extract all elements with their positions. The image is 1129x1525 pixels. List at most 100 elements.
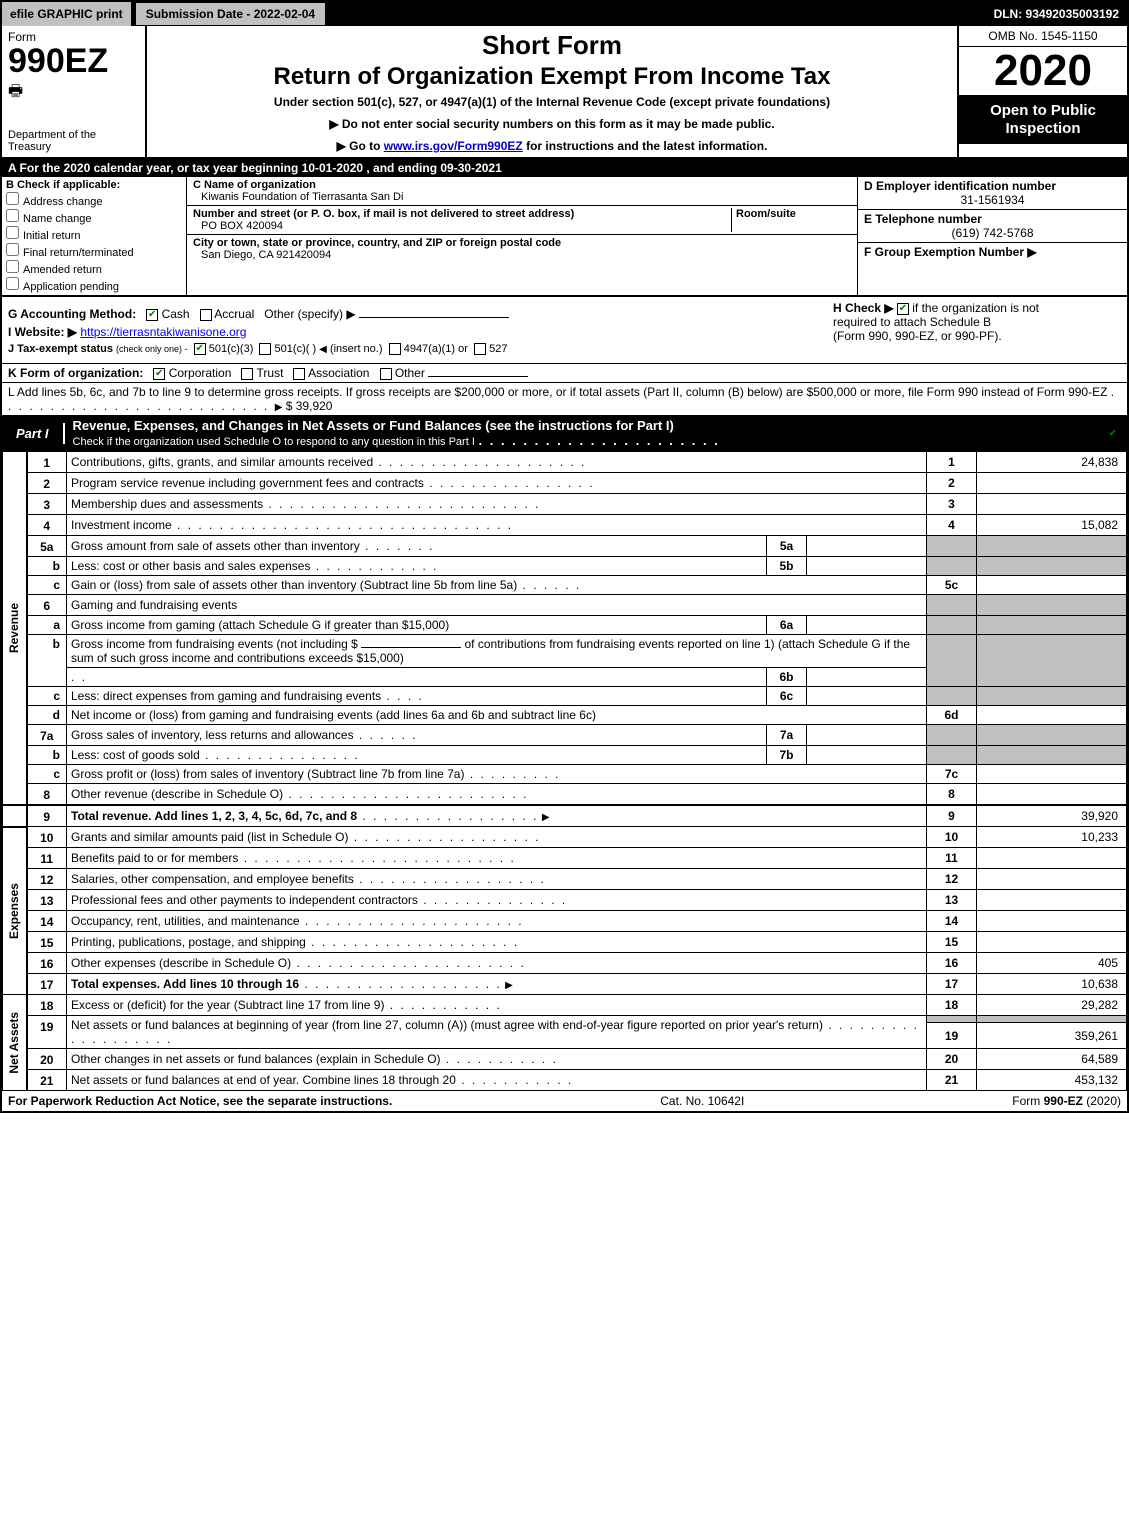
section-h-line2: required to attach Schedule B bbox=[833, 315, 1121, 329]
line-20-coln: 20 bbox=[927, 1049, 977, 1070]
line-6b-desc1: Gross income from fundraising events (no… bbox=[67, 635, 927, 668]
chk-application-pending-box[interactable] bbox=[6, 277, 19, 290]
line-6b-subn: 6b bbox=[767, 668, 807, 687]
line-4-desc: Investment income . . . . . . . . . . . … bbox=[67, 515, 927, 536]
line-18-num: 18 bbox=[27, 995, 67, 1016]
irs-link[interactable]: www.irs.gov/Form990EZ bbox=[384, 139, 523, 153]
chk-527[interactable] bbox=[474, 343, 486, 355]
line-16-value: 405 bbox=[977, 953, 1127, 974]
omb-number: OMB No. 1545-1150 bbox=[959, 26, 1127, 47]
page-footer: For Paperwork Reduction Act Notice, see … bbox=[2, 1091, 1127, 1111]
form-number: 990EZ bbox=[8, 44, 139, 78]
efile-print-button[interactable]: efile GRAPHIC print bbox=[2, 2, 131, 26]
open-to-public: Open to Public Inspection bbox=[959, 96, 1127, 144]
line-7a-greyn bbox=[927, 725, 977, 746]
goto-pre: ▶ Go to bbox=[337, 139, 384, 153]
line-10-desc: Grants and similar amounts paid (list in… bbox=[67, 827, 927, 848]
revenue-vlabel: Revenue bbox=[3, 452, 27, 806]
association-label: Association bbox=[308, 366, 369, 380]
chk-association[interactable] bbox=[293, 368, 305, 380]
line-6b-desc2: . . bbox=[67, 668, 767, 687]
line-2-desc: Program service revenue including govern… bbox=[67, 473, 927, 494]
other-org-input[interactable] bbox=[428, 376, 528, 377]
section-l: L Add lines 5b, 6c, and 7b to line 9 to … bbox=[2, 383, 1127, 415]
line-12-coln: 12 bbox=[927, 869, 977, 890]
other-specify-input[interactable] bbox=[359, 317, 509, 318]
line-9-desc: Total revenue. Add lines 1, 2, 3, 4, 5c,… bbox=[67, 805, 927, 827]
section-l-text: L Add lines 5b, 6c, and 7b to line 9 to … bbox=[8, 385, 1107, 399]
line-4-coln: 4 bbox=[927, 515, 977, 536]
chk-corporation[interactable] bbox=[153, 368, 165, 380]
line-13-value bbox=[977, 890, 1127, 911]
line-7a-subn: 7a bbox=[767, 725, 807, 746]
line-3-value bbox=[977, 494, 1127, 515]
line-3-num: 3 bbox=[27, 494, 67, 515]
line-6c-subn: 6c bbox=[767, 687, 807, 706]
line-6c-greyv bbox=[977, 687, 1127, 706]
part-1-checkbox[interactable] bbox=[1107, 426, 1127, 440]
chk-name-change[interactable]: Name change bbox=[6, 209, 182, 225]
4947-label: 4947(a)(1) or bbox=[404, 343, 468, 355]
527-label: 527 bbox=[489, 343, 507, 355]
footer-right: Form 990-EZ (2020) bbox=[1012, 1094, 1121, 1108]
line-7a-desc: Gross sales of inventory, less returns a… bbox=[67, 725, 767, 746]
chk-501c[interactable] bbox=[259, 343, 271, 355]
chk-accrual[interactable] bbox=[200, 309, 212, 321]
form-header: Form 990EZ 🖶 Department of the Treasury … bbox=[2, 26, 1127, 159]
ein-label: D Employer identification number bbox=[864, 179, 1121, 193]
chk-address-change[interactable]: Address change bbox=[6, 192, 182, 208]
line-20-value: 64,589 bbox=[977, 1049, 1127, 1070]
part-1-header: Part I Revenue, Expenses, and Changes in… bbox=[2, 415, 1127, 451]
line-20-desc: Other changes in net assets or fund bala… bbox=[67, 1049, 927, 1070]
line-7b-greyn bbox=[927, 746, 977, 765]
line-6d-num: d bbox=[27, 706, 67, 725]
website-link[interactable]: https://tierrasntakiwanisone.org bbox=[80, 325, 246, 339]
part-1-check-text: Check if the organization used Schedule … bbox=[73, 436, 475, 448]
line-18-coln: 18 bbox=[927, 995, 977, 1016]
section-k-label: K Form of organization: bbox=[8, 366, 143, 380]
line-6a-subn: 6a bbox=[767, 616, 807, 635]
chk-final-return[interactable]: Final return/terminated bbox=[6, 243, 182, 259]
chk-4947[interactable] bbox=[389, 343, 401, 355]
chk-cash[interactable] bbox=[146, 309, 158, 321]
arrow-icon bbox=[275, 399, 283, 413]
line-2-coln: 2 bbox=[927, 473, 977, 494]
printer-icon: 🖶 bbox=[8, 80, 139, 107]
chk-other-org[interactable] bbox=[380, 368, 392, 380]
line-7c-desc: Gross profit or (loss) from sales of inv… bbox=[67, 765, 927, 784]
chk-application-pending[interactable]: Application pending bbox=[6, 277, 182, 293]
line-20-num: 20 bbox=[27, 1049, 67, 1070]
line-5a-subn: 5a bbox=[767, 536, 807, 557]
chk-initial-return[interactable]: Initial return bbox=[6, 226, 182, 242]
chk-address-change-box[interactable] bbox=[6, 192, 19, 205]
line-5a-greyv bbox=[977, 536, 1127, 557]
line-11-desc: Benefits paid to or for members . . . . … bbox=[67, 848, 927, 869]
chk-initial-return-box[interactable] bbox=[6, 226, 19, 239]
line-21-num: 21 bbox=[27, 1070, 67, 1091]
line-7b-greyv bbox=[977, 746, 1127, 765]
line-13-desc: Professional fees and other payments to … bbox=[67, 890, 927, 911]
line-2-num: 2 bbox=[27, 473, 67, 494]
website-label: I Website: ▶ bbox=[8, 325, 77, 339]
chk-final-return-box[interactable] bbox=[6, 243, 19, 256]
line-5c-num: c bbox=[27, 576, 67, 595]
address-label: Number and street (or P. O. box, if mail… bbox=[193, 208, 731, 220]
line-2-value bbox=[977, 473, 1127, 494]
line-6b-num: b bbox=[27, 635, 67, 687]
line-6b-amount-input[interactable] bbox=[361, 647, 461, 648]
line-21-coln: 21 bbox=[927, 1070, 977, 1091]
chk-name-change-box[interactable] bbox=[6, 209, 19, 222]
section-h-line1: H Check ▶ if the organization is not bbox=[833, 301, 1121, 315]
insert-no-label: (insert no.) bbox=[330, 343, 383, 355]
main-table: Revenue 1 Contributions, gifts, grants, … bbox=[2, 451, 1127, 1091]
line-5b-num: b bbox=[27, 557, 67, 576]
chk-amended-return[interactable]: Amended return bbox=[6, 260, 182, 276]
chk-schedule-b[interactable] bbox=[897, 303, 909, 315]
footer-left: For Paperwork Reduction Act Notice, see … bbox=[8, 1094, 392, 1108]
chk-trust[interactable] bbox=[241, 368, 253, 380]
line-15-coln: 15 bbox=[927, 932, 977, 953]
chk-amended-return-box[interactable] bbox=[6, 260, 19, 273]
chk-501c3[interactable] bbox=[194, 343, 206, 355]
line-15-num: 15 bbox=[27, 932, 67, 953]
phone-label: E Telephone number bbox=[864, 212, 1121, 226]
